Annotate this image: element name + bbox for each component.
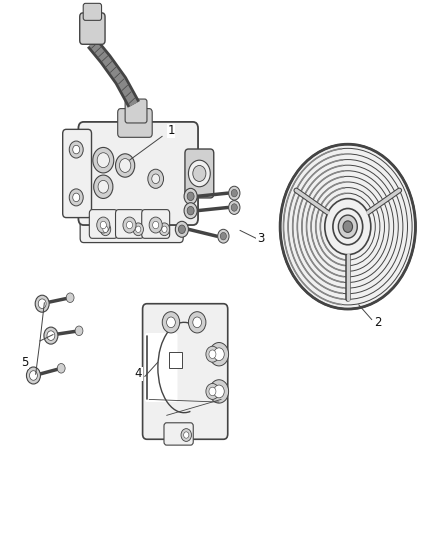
Circle shape (148, 169, 163, 188)
Circle shape (280, 144, 416, 309)
Circle shape (188, 160, 210, 187)
Circle shape (73, 146, 80, 154)
Circle shape (136, 226, 141, 232)
Circle shape (333, 208, 363, 245)
FancyBboxPatch shape (164, 423, 193, 445)
Text: 2: 2 (374, 316, 382, 329)
FancyBboxPatch shape (145, 333, 177, 402)
Circle shape (100, 223, 111, 236)
Circle shape (47, 331, 55, 341)
FancyBboxPatch shape (169, 352, 182, 368)
Circle shape (187, 192, 194, 200)
Circle shape (94, 175, 113, 198)
FancyBboxPatch shape (118, 109, 152, 138)
Circle shape (93, 148, 114, 173)
Circle shape (206, 383, 219, 399)
Circle shape (209, 350, 216, 359)
Circle shape (73, 193, 80, 201)
Circle shape (152, 221, 159, 229)
Circle shape (338, 215, 357, 238)
Circle shape (162, 226, 167, 232)
Circle shape (75, 326, 83, 336)
Circle shape (100, 221, 106, 229)
FancyBboxPatch shape (89, 209, 117, 238)
Circle shape (229, 200, 240, 214)
Circle shape (44, 327, 58, 344)
Circle shape (209, 379, 229, 403)
Circle shape (66, 293, 74, 303)
Circle shape (57, 364, 65, 373)
Circle shape (69, 189, 83, 206)
Circle shape (231, 189, 237, 197)
Circle shape (343, 221, 353, 232)
Circle shape (97, 217, 110, 233)
Text: 5: 5 (21, 356, 28, 369)
Circle shape (35, 295, 49, 312)
Circle shape (26, 367, 40, 384)
FancyBboxPatch shape (185, 149, 214, 198)
FancyBboxPatch shape (63, 130, 92, 217)
Circle shape (231, 204, 237, 211)
Circle shape (175, 221, 188, 237)
Circle shape (120, 159, 131, 172)
Circle shape (123, 217, 136, 233)
Circle shape (29, 370, 37, 380)
FancyBboxPatch shape (143, 304, 228, 439)
Circle shape (127, 221, 133, 229)
Circle shape (209, 387, 216, 395)
Circle shape (103, 226, 108, 232)
Circle shape (166, 317, 175, 328)
Circle shape (181, 429, 191, 441)
Circle shape (193, 165, 206, 181)
FancyBboxPatch shape (125, 99, 147, 123)
Circle shape (214, 348, 224, 361)
Circle shape (98, 180, 109, 193)
FancyBboxPatch shape (83, 3, 102, 20)
FancyBboxPatch shape (116, 209, 144, 238)
Circle shape (69, 141, 83, 158)
Circle shape (209, 343, 229, 366)
Text: 4: 4 (134, 367, 142, 381)
Circle shape (149, 217, 162, 233)
Circle shape (159, 223, 170, 236)
Text: 3: 3 (257, 232, 264, 245)
FancyBboxPatch shape (80, 13, 105, 44)
Circle shape (178, 225, 185, 233)
FancyBboxPatch shape (78, 122, 198, 225)
Circle shape (184, 188, 197, 204)
Circle shape (214, 385, 224, 398)
FancyBboxPatch shape (80, 210, 183, 243)
Circle shape (116, 154, 135, 177)
Circle shape (97, 153, 110, 167)
Circle shape (229, 186, 240, 200)
Circle shape (184, 203, 197, 219)
Circle shape (220, 232, 226, 240)
Circle shape (152, 174, 159, 183)
Circle shape (133, 223, 144, 236)
Circle shape (206, 346, 219, 362)
Circle shape (38, 299, 46, 309)
Circle shape (218, 229, 229, 243)
Circle shape (325, 199, 371, 255)
Circle shape (184, 432, 189, 438)
Circle shape (162, 312, 180, 333)
Circle shape (193, 317, 201, 328)
Circle shape (187, 206, 194, 215)
FancyBboxPatch shape (142, 209, 170, 238)
Text: 1: 1 (167, 124, 175, 138)
Circle shape (188, 312, 206, 333)
